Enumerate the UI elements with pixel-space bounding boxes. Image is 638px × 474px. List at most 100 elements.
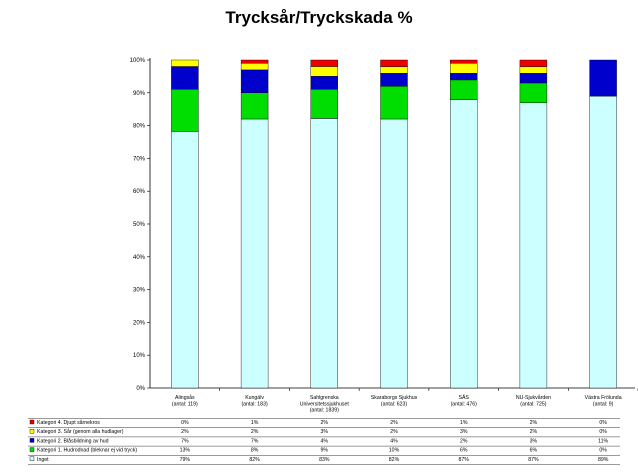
x-tick-label: Skaraborgs Sjukhus [371,395,418,401]
bar-segment [171,88,199,132]
bar-segment [519,102,548,389]
table-cell: 2% [181,429,189,435]
table-cell: 6% [460,448,468,454]
table-cell: 6% [530,448,538,454]
table-cell: 87% [528,457,539,463]
bar-segment [450,99,478,389]
bar-segment [519,72,548,84]
bar-segment [589,59,617,97]
x-tick-label: Alingsås [175,394,195,401]
table-cell: 79% [180,457,191,463]
x-tick-label: (antal: 623) [381,401,408,407]
bar-segment [310,118,338,389]
y-tick-label: 100% [130,58,146,64]
bar-segment [519,66,548,74]
table-cell: 13% [180,448,191,454]
bar-segment [380,66,408,74]
legend-label: Inget [37,457,49,463]
bar-segment [589,95,617,389]
x-tick-label: (antal: 725) [520,401,547,407]
legend-swatch [29,438,35,443]
table-cell: 0% [599,420,607,426]
table-cell: 82% [249,457,260,463]
table-cell: 4% [390,438,398,444]
bar-segment [380,118,408,389]
bar-segment [380,59,408,67]
bar-segment [450,79,478,101]
bar-segment [310,88,338,119]
table-cell: 89% [598,457,609,463]
legend-swatch [29,429,35,434]
table-cell: 2% [390,429,398,435]
bar-segment [450,73,478,81]
y-tick-label: 0% [136,386,145,392]
bar-segment [171,59,199,67]
table-cell: 4% [321,438,329,444]
legend-swatch [29,456,35,461]
x-tick-label: (antal: 119) [172,401,198,407]
x-tick-label: NU-Sjukvården [516,394,551,401]
bar-segment [240,69,269,94]
y-tick-label: 20% [133,320,146,326]
table-cell: 0% [599,429,607,435]
table-cell: 7% [251,438,259,444]
table-cell: 82% [389,457,400,463]
table-cell: 2% [251,429,259,435]
bar-segment [310,59,338,67]
table-cell: 2% [530,429,538,435]
x-tick-label: Västra Frölunda [585,395,622,401]
bar-segment [171,131,199,389]
bar-segment [240,59,269,64]
bar-segment [519,59,548,67]
bar-segment [450,59,478,64]
table-cell: 87% [459,457,470,463]
y-tick-label: 10% [133,353,146,359]
y-tick-label: 80% [133,124,146,130]
x-tick-label: Universitetssjukhuset [300,401,350,407]
table-cell: 2% [390,420,398,426]
y-tick-label: 50% [133,222,146,228]
table-cell: 1% [251,420,259,426]
bar-segment [450,63,478,74]
bar-segment [380,85,408,120]
legend-swatch [29,447,35,452]
table-cell: 9% [321,448,329,454]
y-tick-label: 30% [133,288,146,294]
table-cell: 0% [599,448,607,454]
y-tick-label: 40% [133,255,146,261]
table-cell: 2% [460,438,468,444]
table-cell: 11% [598,438,608,444]
bar-segment [519,82,548,103]
table-cell: 2% [321,420,329,426]
chart-title: Trycksår/Tryckskada % [225,8,413,27]
table-cell: 3% [530,438,538,444]
y-tick-label: 60% [133,189,146,195]
bar-segment [380,72,408,87]
x-tick-label: SÄS [459,394,470,401]
bar-segment [240,63,269,71]
legend-swatch [29,419,35,425]
bar-segment [171,66,199,90]
x-tick-label: (antal: 476) [451,401,478,407]
table-cell: 3% [460,429,468,435]
table-cell: 3% [321,429,329,435]
table-cell: 1% [460,420,468,426]
table-cell: 10% [389,448,400,454]
bar-segment [240,92,269,120]
legend-label: Kategori 4. Djupt sårnekros [37,419,100,426]
bar-segment [310,75,338,90]
x-tick-label: Sahlgrenska [310,395,339,401]
x-tick-label: (antal: 183) [241,401,268,407]
table-cell: 0% [181,420,189,426]
x-tick-label: Kungälv [245,395,264,401]
table-cell: 83% [319,457,330,463]
x-tick-label: (antal: 9) [593,401,614,407]
bar-segment [310,66,338,77]
y-tick-label: 90% [133,91,146,97]
legend-label: Kategori 1. Hudrodnad (bleknar ej vid tr… [37,448,137,454]
legend-label: Kategori 2. Blåsbildning av hud [37,437,109,444]
bar-segment [240,118,269,389]
x-tick-label: (antal: 1839) [310,408,339,414]
table-cell: 8% [251,448,259,454]
